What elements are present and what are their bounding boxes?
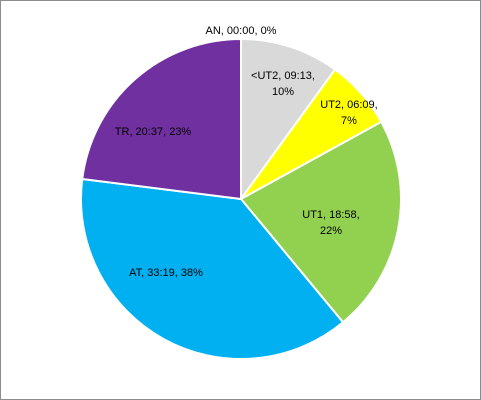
pie-slice [80,177,345,360]
data-label: <UT2, 09:13, 10% [251,70,315,98]
data-label: TR, 20:37, 23% [114,126,192,138]
data-label: UT1, 18:58, 22% [302,209,360,237]
pie-slice [81,37,242,201]
data-label: UT2, 06:09, 7% [320,99,378,127]
pie-slice [240,37,337,203]
data-label: AN, 00:00, 0% [205,25,277,37]
data-label: AT, 33:19, 38% [129,267,203,279]
pie-slice [239,120,402,324]
